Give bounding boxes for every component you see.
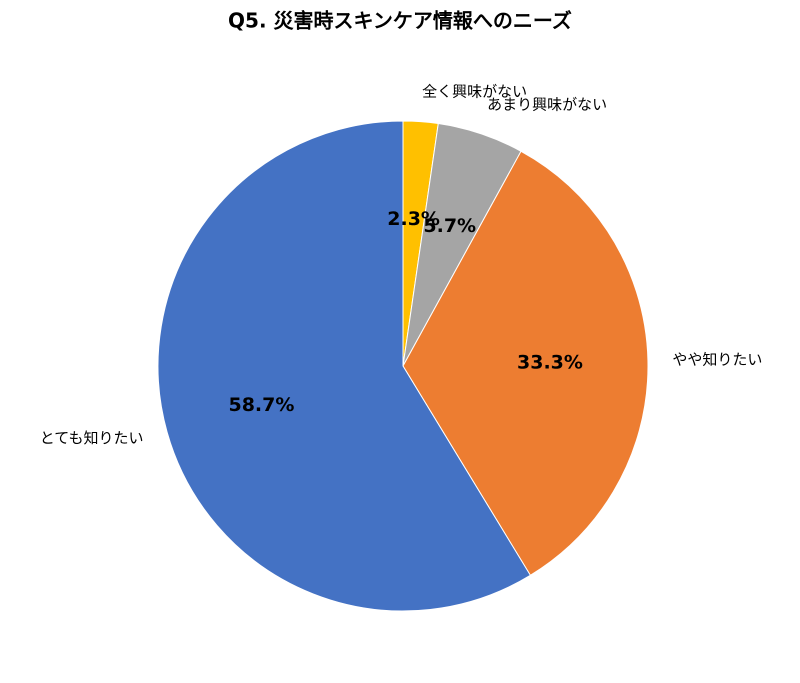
data-label: 33.3% — [517, 351, 583, 373]
data-label: 58.7% — [228, 394, 294, 416]
pie-slice — [157, 120, 532, 612]
category-label: あまり興味がない — [487, 96, 607, 114]
category-label: 全く興味がない — [422, 83, 527, 101]
data-label: 2.3% — [387, 208, 440, 230]
pie-slice — [402, 150, 649, 576]
category-label: とても知りたい — [40, 429, 144, 447]
category-label: やや知りたい — [672, 351, 762, 369]
data-label: 5.7% — [423, 215, 476, 237]
chart-title: Q5. 災害時スキンケア情報へのニーズ — [228, 9, 572, 33]
